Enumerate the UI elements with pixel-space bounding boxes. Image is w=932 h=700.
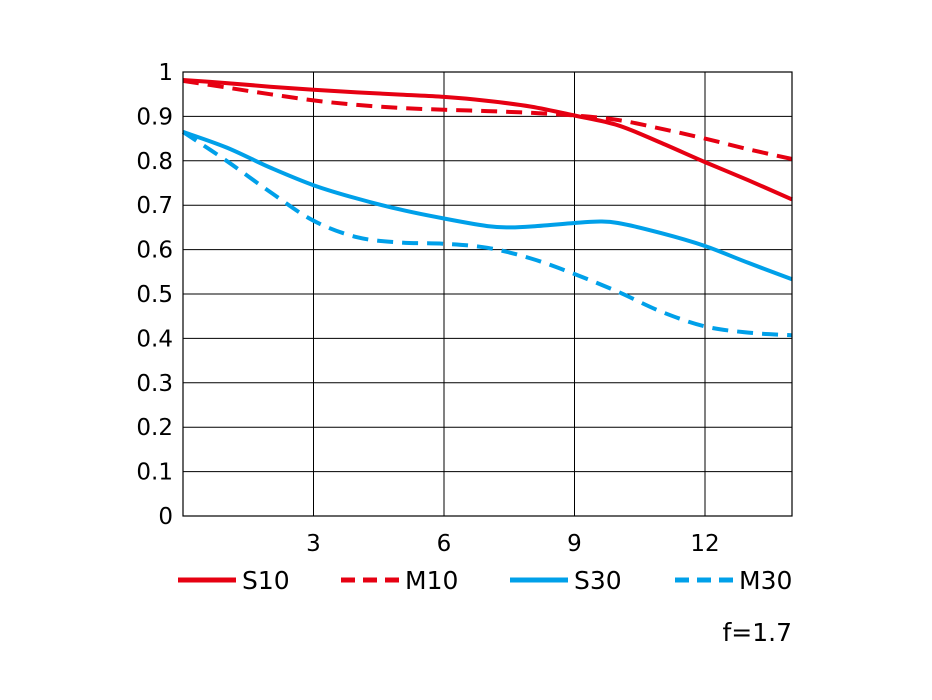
x-tick-label: 9 — [567, 531, 582, 557]
x-tick-label: 12 — [690, 531, 719, 557]
series-line-s10 — [182, 78, 793, 202]
x-tick-labels: 3 6 9 12 — [306, 531, 719, 557]
y-tick-label: 0.3 — [136, 371, 173, 397]
y-tick-label: 0.1 — [136, 460, 173, 486]
plot-frame — [182, 71, 793, 517]
legend-label-m30: M30 — [739, 566, 792, 595]
series-line-m30 — [181, 130, 793, 338]
y-tick-label: 0.7 — [136, 193, 173, 219]
aperture-annotation: f=1.7 — [722, 618, 792, 647]
y-tick-labels: 0 0.1 0.2 0.3 0.4 0.5 0.6 0.7 0.8 0.9 1 — [136, 60, 173, 530]
series-line-s30 — [182, 130, 793, 282]
legend-label-m10: M10 — [405, 566, 458, 595]
legend-label-s30: S30 — [574, 566, 622, 595]
series-lines — [181, 78, 793, 338]
y-tick-label: 0.9 — [136, 104, 173, 130]
y-tick-label: 0.8 — [136, 149, 173, 175]
x-tick-label: 3 — [306, 531, 321, 557]
y-tick-label: 1 — [158, 60, 173, 86]
legend-label-s10: S10 — [242, 566, 290, 595]
x-tick-label: 6 — [437, 531, 452, 557]
legend: S10 M10 S30 M30 — [178, 566, 792, 595]
y-tick-label: 0.5 — [136, 282, 173, 308]
y-tick-label: 0 — [158, 504, 173, 530]
series-line-m10 — [182, 78, 793, 161]
y-tick-label: 0.2 — [136, 415, 173, 441]
y-tick-label: 0.4 — [136, 326, 173, 352]
y-tick-label: 0.6 — [136, 238, 173, 264]
grid — [183, 71, 792, 517]
